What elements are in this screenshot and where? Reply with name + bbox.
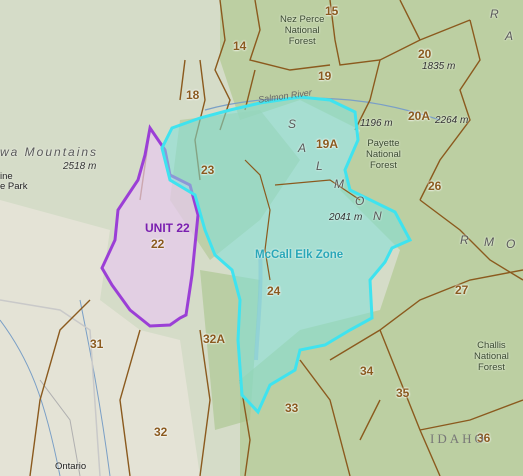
unit-22-label: 22 bbox=[151, 237, 165, 251]
unit-32-label: 32 bbox=[154, 425, 168, 439]
salmon-letter: M bbox=[334, 177, 350, 191]
range-letter: A bbox=[505, 29, 520, 43]
unit-22-title-label: UNIT 22 bbox=[145, 221, 190, 235]
unit-15-label: 15 bbox=[325, 4, 339, 18]
elevation-label-1: 2518 m bbox=[63, 161, 97, 172]
nez-perce-forest-label: Nez Perce National Forest bbox=[280, 14, 324, 47]
salmon-letter: A bbox=[298, 141, 313, 155]
challis-forest-label: Challis National Forest bbox=[474, 340, 509, 373]
salmon-river-line bbox=[204, 97, 441, 121]
state-label: IDAHO bbox=[430, 431, 487, 446]
unit-24-label: 24 bbox=[267, 284, 281, 298]
elevation-label-3: 1196 m bbox=[360, 118, 393, 129]
unit-27-label: 27 bbox=[455, 283, 469, 297]
unit-34-label: 34 bbox=[360, 364, 374, 378]
salmon-letter: O bbox=[355, 194, 371, 208]
forest-line: National bbox=[366, 149, 401, 160]
unit-20-label: 20 bbox=[418, 47, 432, 61]
unit-boundary-inner-2 bbox=[274, 179, 361, 201]
forest-line: Forest bbox=[288, 36, 316, 47]
forest-line: Nez Perce bbox=[280, 14, 325, 25]
elevation-label-5: 2041 m bbox=[329, 212, 363, 223]
forest-line: National bbox=[284, 25, 320, 36]
forest-line: Forest bbox=[369, 160, 397, 171]
unit-31-label: 31 bbox=[90, 337, 104, 351]
salmon-letter: L bbox=[316, 159, 329, 173]
salmon-letter: S bbox=[288, 117, 303, 131]
salmon-letter: N bbox=[373, 209, 388, 223]
park-label-2: e Park bbox=[0, 181, 28, 192]
forest-line: Challis bbox=[477, 340, 506, 351]
plains-area bbox=[0, 200, 200, 476]
forest-line: Forest bbox=[477, 362, 505, 373]
mccall-zone-label: McCall Elk Zone bbox=[255, 249, 344, 261]
unit-26-label: 26 bbox=[428, 179, 442, 193]
unit-19a-label: 19A bbox=[316, 137, 339, 151]
forest-line: Payette bbox=[367, 138, 400, 149]
payette-forest-label: Payette National Forest bbox=[366, 138, 401, 171]
unit-14-label: 14 bbox=[233, 39, 247, 53]
range-letter: R bbox=[460, 233, 475, 247]
river-west bbox=[0, 319, 61, 476]
road-1 bbox=[0, 299, 101, 476]
elevation-label-2: 1835 m bbox=[422, 61, 456, 72]
unit-19-label: 19 bbox=[318, 69, 332, 83]
unit-36-label: 36 bbox=[477, 431, 491, 445]
range-letter: M bbox=[484, 235, 500, 249]
mccall-zone-polygon bbox=[160, 95, 413, 415]
unit-20a-label: 20A bbox=[408, 109, 431, 123]
forest-line: National bbox=[474, 351, 509, 362]
unit-35-label: 35 bbox=[396, 386, 410, 400]
unit-boundary-inner bbox=[244, 159, 271, 281]
elevation-label-4: 2264 m bbox=[435, 115, 469, 126]
river-2 bbox=[79, 299, 111, 476]
unit-18-label: 18 bbox=[186, 88, 200, 102]
range-letter: O bbox=[506, 237, 522, 251]
road-2 bbox=[39, 379, 81, 476]
park-label-1: ine bbox=[0, 171, 13, 182]
ontario-label: Ontario bbox=[55, 461, 87, 472]
unit-33-label: 33 bbox=[285, 401, 299, 415]
unit-23-label: 23 bbox=[201, 163, 215, 177]
unit-32a-label: 32A bbox=[203, 332, 226, 346]
range-letter: R bbox=[490, 7, 505, 21]
mountains-label: wa Mountains bbox=[0, 145, 99, 159]
